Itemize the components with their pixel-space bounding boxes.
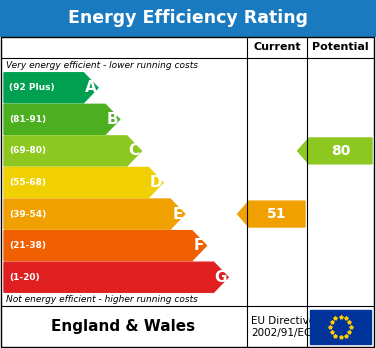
Text: (39-54): (39-54)	[9, 209, 46, 219]
Text: 80: 80	[331, 144, 350, 158]
Text: England & Wales: England & Wales	[52, 319, 196, 334]
Polygon shape	[4, 167, 163, 198]
Text: D: D	[150, 175, 162, 190]
Text: E: E	[172, 207, 183, 222]
Polygon shape	[4, 73, 98, 103]
Text: Current: Current	[253, 42, 301, 52]
Text: Potential: Potential	[312, 42, 369, 52]
Text: Not energy efficient - higher running costs: Not energy efficient - higher running co…	[6, 295, 198, 304]
Text: (55-68): (55-68)	[9, 178, 46, 187]
Polygon shape	[298, 138, 372, 164]
Text: Energy Efficiency Rating: Energy Efficiency Rating	[68, 9, 308, 27]
Text: B: B	[107, 112, 118, 127]
Text: F: F	[194, 238, 205, 253]
Text: C: C	[129, 143, 140, 158]
Bar	[1, 37, 374, 347]
Text: 51: 51	[267, 207, 287, 221]
Polygon shape	[4, 262, 228, 292]
Text: A: A	[85, 80, 97, 95]
Text: Very energy efficient - lower running costs: Very energy efficient - lower running co…	[6, 61, 198, 70]
Text: (92 Plus): (92 Plus)	[9, 83, 55, 92]
Text: (69-80): (69-80)	[9, 147, 46, 156]
Text: (81-91): (81-91)	[9, 115, 46, 124]
Polygon shape	[4, 199, 185, 229]
Polygon shape	[238, 201, 305, 227]
Text: (21-38): (21-38)	[9, 241, 46, 250]
Bar	[0, 0, 376, 36]
Text: EU Directive: EU Directive	[251, 316, 315, 326]
Polygon shape	[4, 136, 141, 166]
Text: G: G	[215, 270, 227, 285]
Bar	[310, 310, 371, 344]
Text: (1-20): (1-20)	[9, 273, 39, 282]
Text: 2002/91/EC: 2002/91/EC	[251, 328, 311, 338]
Polygon shape	[4, 104, 120, 134]
Polygon shape	[4, 231, 206, 261]
